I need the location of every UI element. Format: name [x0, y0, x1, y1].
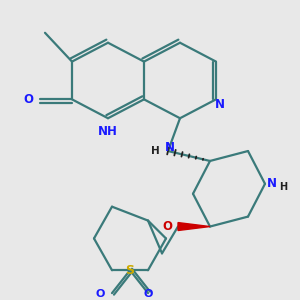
Text: H: H [151, 146, 159, 156]
Text: O: O [95, 289, 105, 299]
Polygon shape [178, 223, 210, 230]
Text: O: O [23, 93, 33, 106]
Text: N: N [267, 177, 277, 190]
Text: N: N [215, 98, 225, 111]
Text: S: S [125, 264, 134, 277]
Text: O: O [143, 289, 153, 299]
Text: H: H [279, 182, 287, 192]
Text: N: N [165, 141, 175, 154]
Text: O: O [162, 220, 172, 233]
Text: NH: NH [98, 125, 118, 138]
